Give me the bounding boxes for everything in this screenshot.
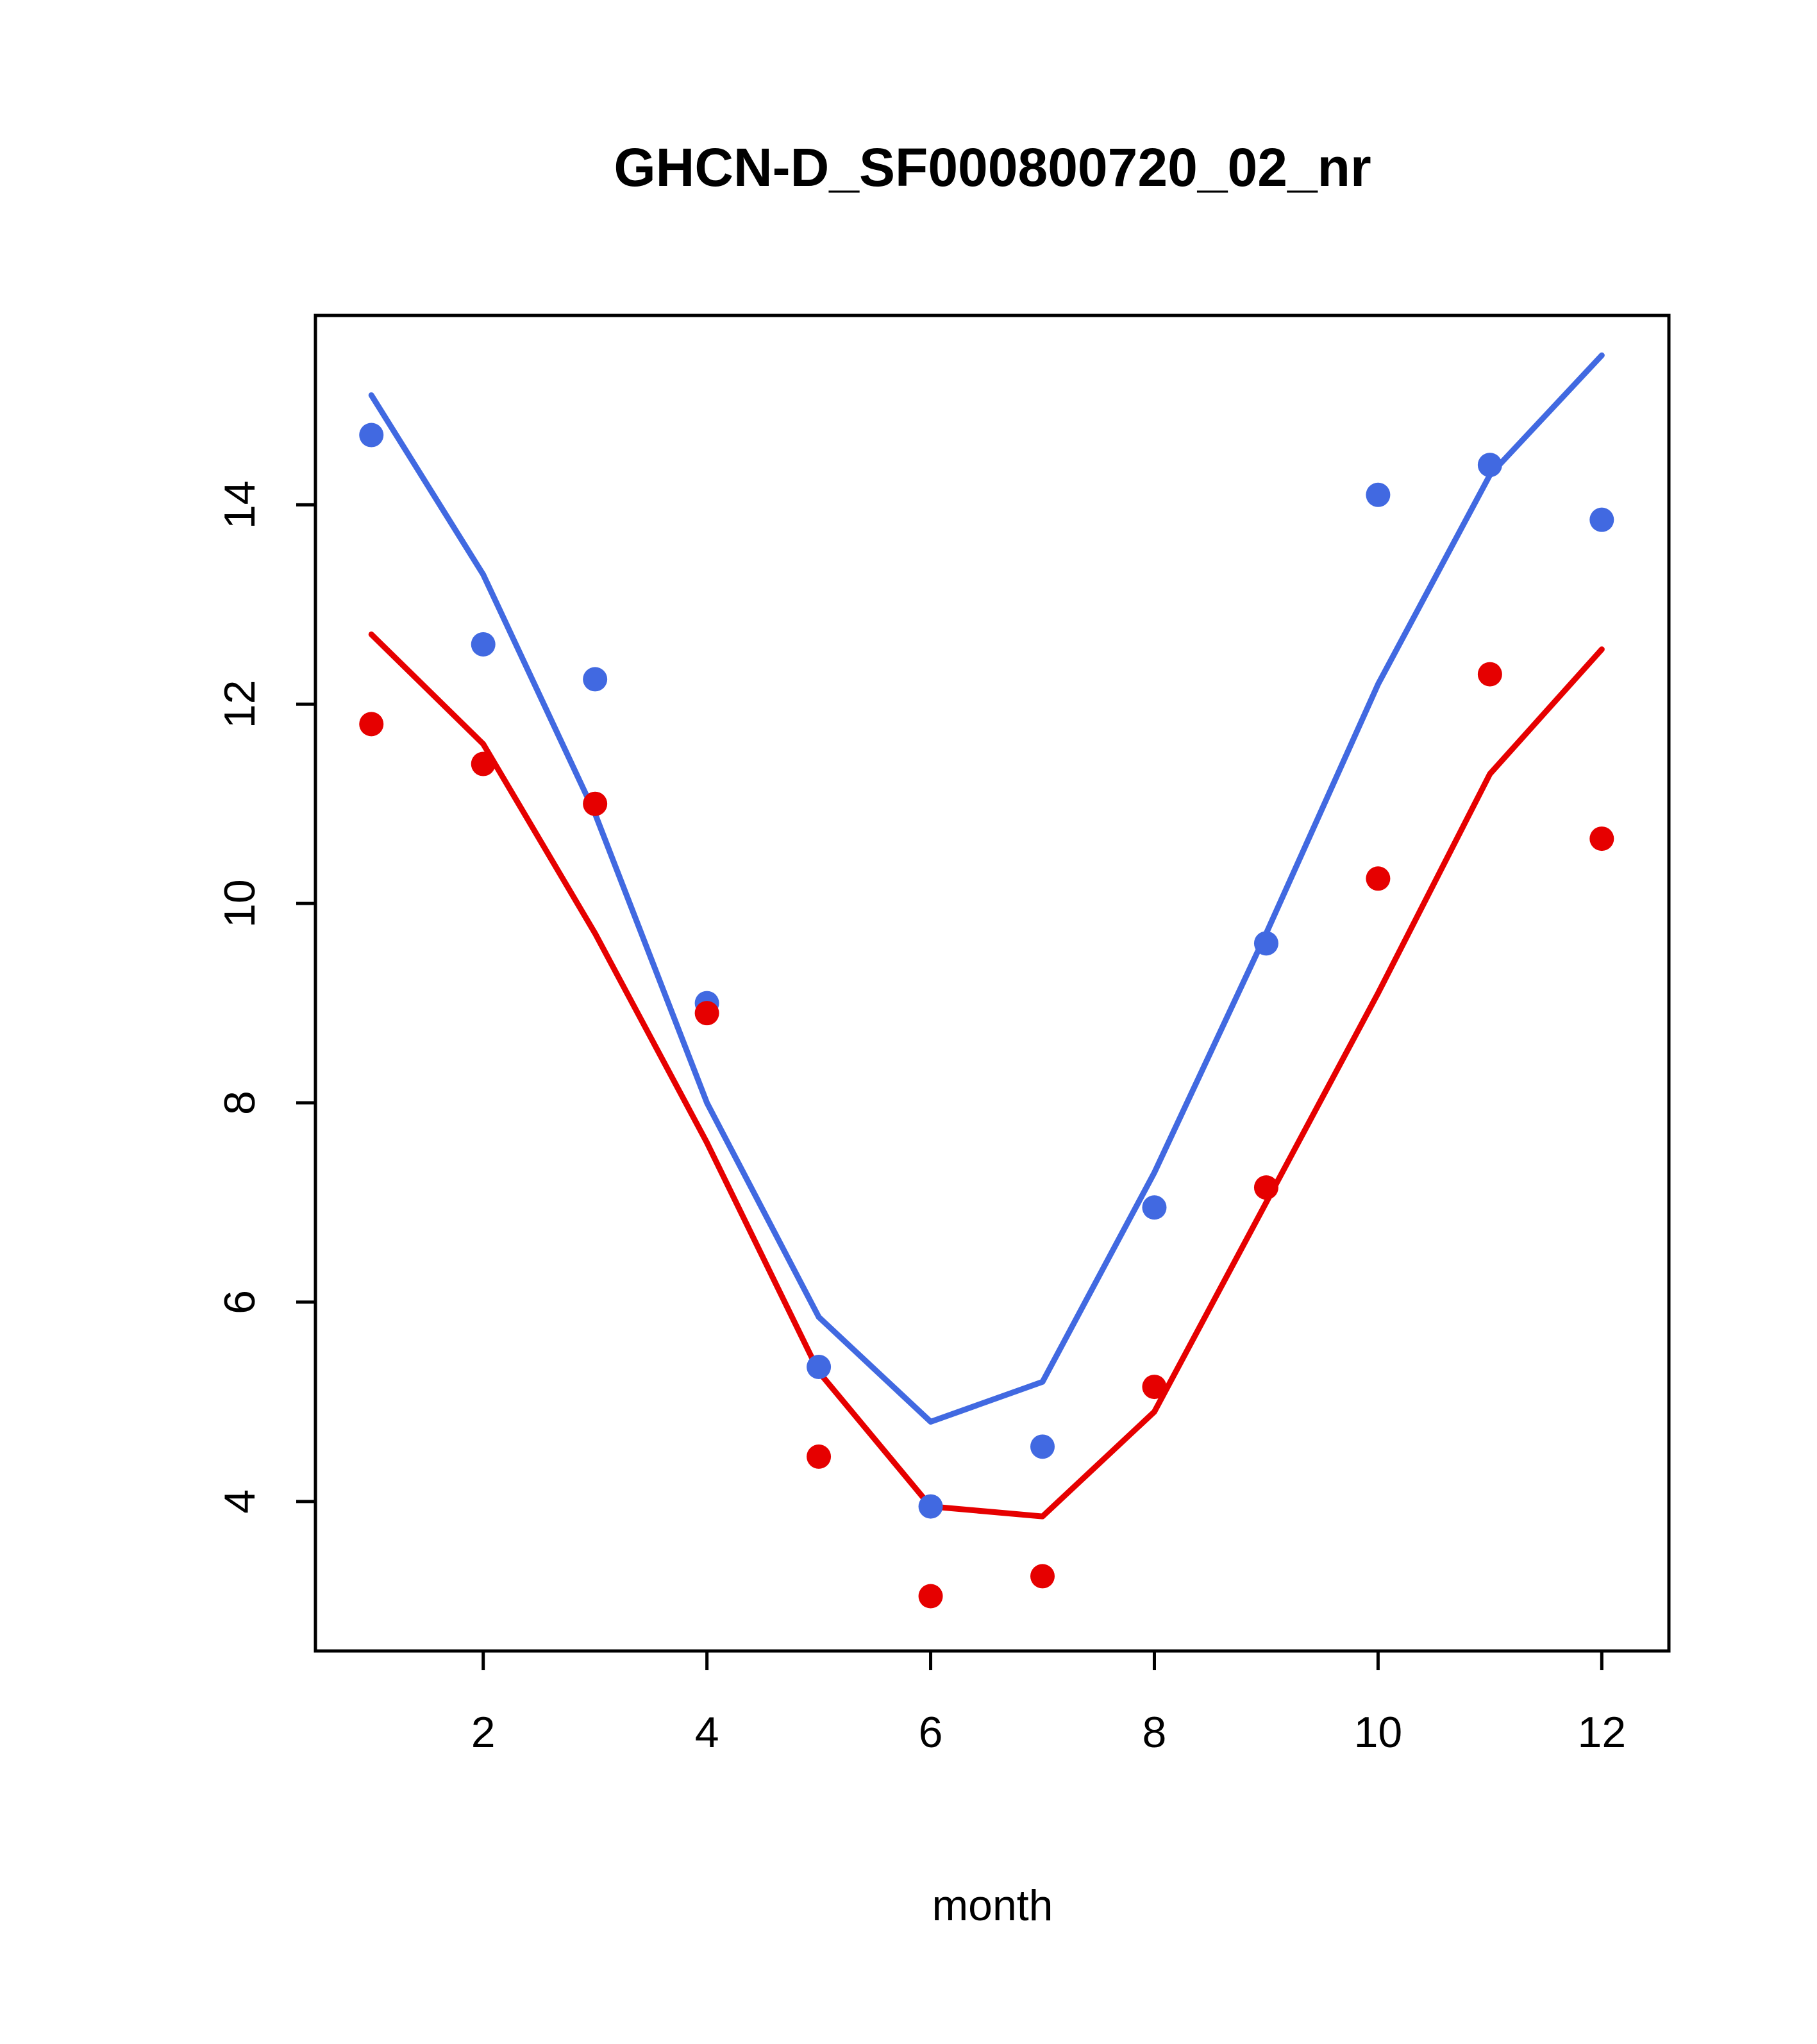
plot-area: 2 4 6 8 10 12 4 6 8 10 12 14 xyxy=(215,314,1671,1757)
red-points-point xyxy=(471,751,496,776)
y-tick-label: 10 xyxy=(215,879,264,928)
x-axis-label: month xyxy=(932,1881,1053,1930)
blue-points-point xyxy=(918,1494,943,1519)
x-tick-label: 2 xyxy=(471,1708,496,1757)
red-points-point xyxy=(1030,1564,1055,1589)
red-points-point xyxy=(918,1584,943,1609)
red-points-point xyxy=(1253,1175,1278,1200)
red-line xyxy=(368,631,1605,1520)
chart-title: GHCN-D_SF000800720_02_nr xyxy=(614,137,1371,197)
y-tick-label: 12 xyxy=(215,680,264,728)
red-points-point xyxy=(807,1444,832,1469)
blue-points-point xyxy=(1030,1434,1055,1459)
x-tick-label: 8 xyxy=(1143,1708,1167,1757)
x-tick-label: 12 xyxy=(1578,1708,1627,1757)
y-tick-label: 6 xyxy=(215,1290,264,1314)
x-tick-label: 10 xyxy=(1354,1708,1403,1757)
blue-points-point xyxy=(1477,453,1502,478)
blue-points-point xyxy=(807,1354,832,1379)
blue-points-point xyxy=(359,423,384,448)
red-points-point xyxy=(694,1001,719,1026)
blue-points-point xyxy=(1366,482,1391,507)
red-points-point xyxy=(583,791,608,816)
y-tick-label: 4 xyxy=(215,1489,264,1514)
blue-points-point xyxy=(471,632,496,657)
red-points-point xyxy=(1477,662,1502,687)
x-tick-label: 6 xyxy=(919,1708,943,1757)
blue-line xyxy=(368,352,1605,1425)
blue-points-point xyxy=(583,667,608,692)
x-tick-label: 4 xyxy=(695,1708,719,1757)
blue-points-point xyxy=(1589,507,1614,532)
red-points-point xyxy=(1142,1375,1167,1400)
blue-points-point xyxy=(1142,1195,1167,1220)
blue-points-point xyxy=(1253,931,1278,956)
red-points-point xyxy=(1589,826,1614,851)
red-points-point xyxy=(359,712,384,737)
plot-box xyxy=(314,314,1671,1653)
y-tick-label: 14 xyxy=(215,481,264,530)
y-tick-label: 8 xyxy=(215,1091,264,1115)
red-points-point xyxy=(1366,866,1391,891)
